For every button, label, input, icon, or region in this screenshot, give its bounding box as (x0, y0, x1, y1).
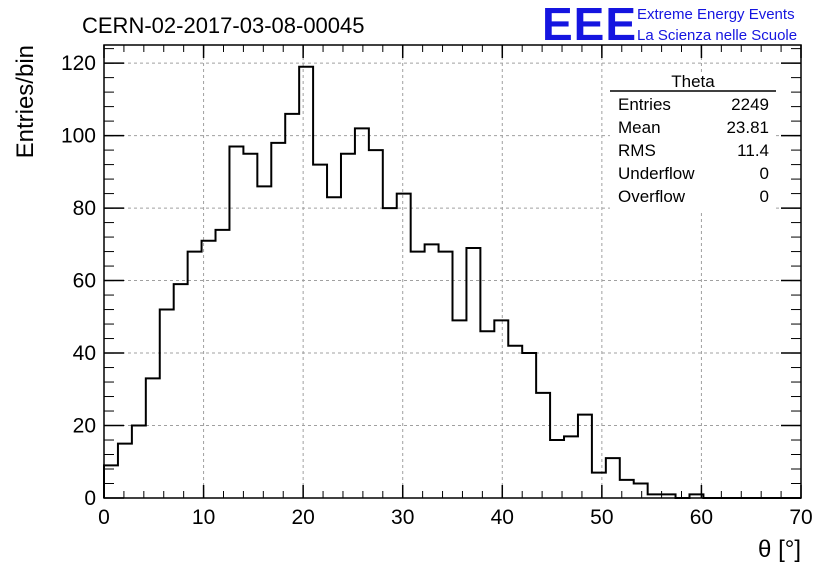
stats-box-background (610, 72, 776, 210)
histogram-bar (216, 230, 230, 498)
histogram-bar (425, 244, 439, 498)
histogram-bar (229, 146, 243, 498)
x-tick-label: 0 (98, 506, 110, 529)
x-axis-ticks: 0 10 20 30 40 50 60 70 (98, 45, 813, 529)
stats-row-label: Underflow (618, 164, 695, 183)
histogram-outline (103, 65, 801, 499)
stats-rows: Entries 2249 Mean 23.81 RMS 11.4 Underflow 0 Ove… (618, 95, 769, 206)
histogram-bar (634, 484, 648, 498)
histogram-bar (313, 165, 327, 498)
histogram-bar (341, 154, 355, 498)
histogram-bar (578, 415, 592, 498)
stats-title: Theta (671, 72, 715, 91)
histogram-bar (564, 436, 578, 498)
x-tick-label: 60 (690, 506, 713, 529)
stats-box: Theta Entries 2249 Mean 23.81 RMS 11.4 Underfl… (610, 72, 776, 210)
stats-row-label: Entries (618, 95, 671, 114)
histogram-bar (132, 426, 146, 498)
histogram-bar (550, 440, 564, 498)
stats-row-value: 11.4 (737, 141, 769, 160)
y-tick-label: 80 (73, 197, 96, 220)
histogram-bar (480, 331, 494, 498)
histogram-bar (494, 320, 508, 498)
histogram-bar (243, 154, 257, 498)
stats-row-label: Overflow (618, 187, 686, 206)
histogram-bar (327, 197, 341, 498)
histogram-bar (104, 465, 118, 498)
histogram-bar (439, 252, 453, 498)
histogram-bar (118, 444, 132, 498)
x-tick-label: 70 (789, 506, 812, 529)
stats-row-value: 0 (760, 164, 769, 183)
histogram-bar (271, 143, 285, 498)
plot-frame (103, 44, 802, 499)
histogram-bar (369, 150, 383, 498)
y-tick-label: 100 (61, 125, 96, 148)
histogram-bar (188, 252, 202, 498)
histogram-bar (174, 284, 188, 498)
x-tick-label: 20 (291, 506, 314, 529)
histogram-bar (606, 458, 620, 498)
y-axis-ticks: 0 20 40 60 80 100 120 (61, 52, 801, 510)
histogram-bar (397, 194, 411, 498)
stats-row-label: Mean (618, 118, 661, 137)
logo-line-1: Extreme Energy Events (637, 6, 795, 23)
stats-row-value: 0 (760, 187, 769, 206)
y-tick-label: 60 (73, 270, 96, 293)
histogram-bar (453, 320, 467, 498)
histogram-bar (285, 114, 299, 498)
y-axis-label: Entries/bin (12, 45, 39, 158)
x-tick-label: 30 (391, 506, 414, 529)
logo-eee: EEE (542, 0, 637, 50)
stats-row-label: RMS (618, 141, 656, 160)
logo-line-2: La Scienza nelle Scuole (637, 27, 797, 44)
histogram-bar (592, 473, 606, 498)
chart-title: CERN-02-2017-03-08-00045 (82, 13, 365, 38)
histogram-bar (355, 128, 369, 498)
histogram-bar (299, 67, 313, 498)
x-tick-label: 50 (590, 506, 613, 529)
histogram-bar (146, 378, 160, 498)
histogram-bar (466, 248, 480, 498)
histogram-bar (536, 393, 550, 498)
stats-row-value: 23.81 (726, 118, 769, 137)
stats-row-value: 2249 (731, 95, 769, 114)
histogram-bar (257, 186, 271, 498)
y-tick-label: 0 (84, 487, 96, 510)
x-axis-label: θ [°] (758, 536, 801, 563)
y-tick-label: 20 (73, 415, 96, 438)
x-tick-label: 40 (491, 506, 514, 529)
histogram-bar (508, 346, 522, 498)
y-tick-label: 120 (61, 52, 96, 75)
histogram-bar (160, 310, 174, 498)
y-tick-label: 40 (73, 342, 96, 365)
x-tick-label: 10 (192, 506, 215, 529)
histogram-bar (411, 252, 425, 498)
eee-logo: EEE Extreme Energy Events La Scienza nel… (542, 0, 797, 50)
